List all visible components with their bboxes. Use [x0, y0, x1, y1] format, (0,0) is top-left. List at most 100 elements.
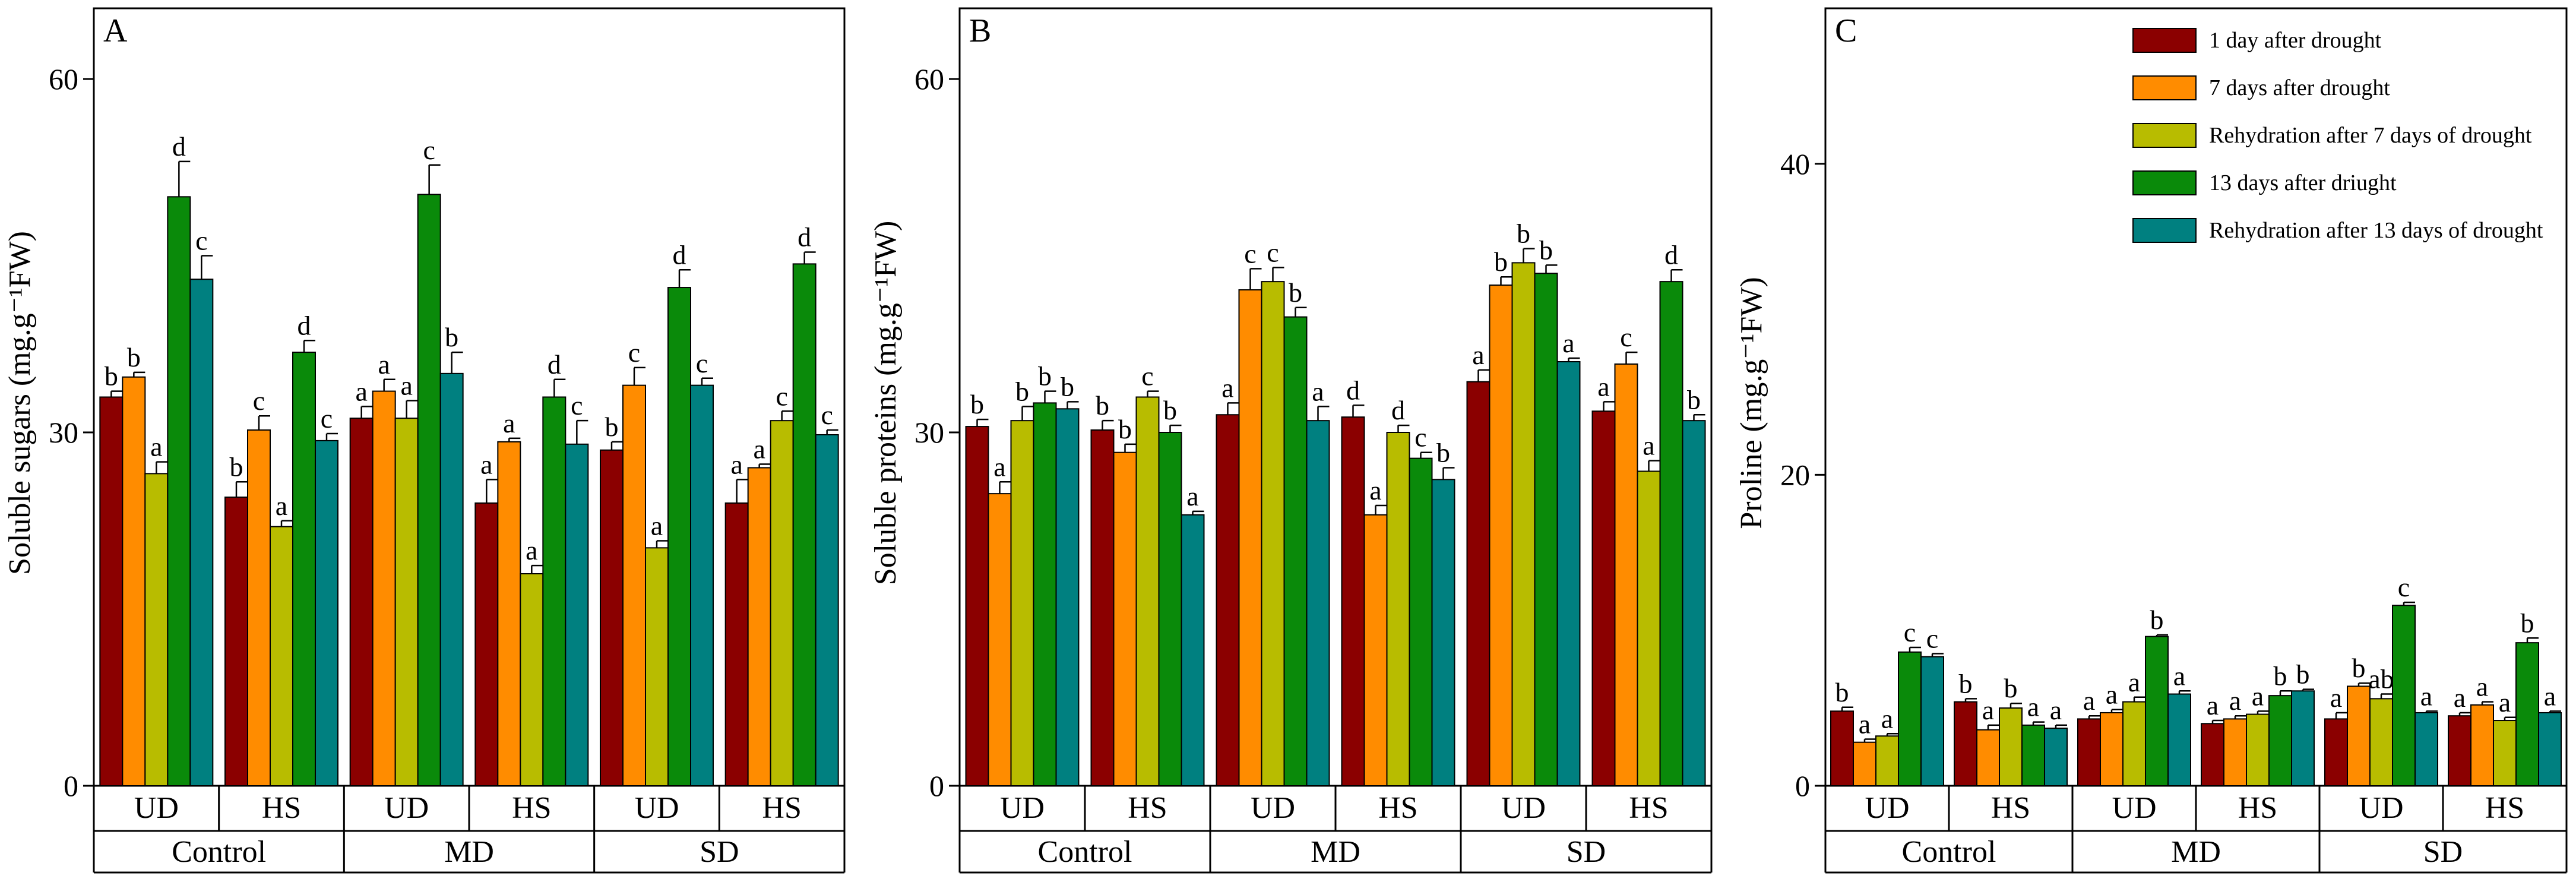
y-tick-label: 20 [1780, 458, 1810, 491]
bar [2538, 712, 2562, 786]
legend-label: 13 days after driught [2209, 170, 2397, 195]
significance-label: a [276, 491, 287, 521]
legend-label: Rehydration after 13 days of drought [2209, 218, 2543, 243]
significance-label: b [1118, 414, 1132, 444]
bar [600, 449, 624, 786]
bar [667, 287, 691, 786]
bar [690, 384, 714, 786]
bar [292, 352, 316, 786]
bar [2021, 724, 2045, 786]
significance-label: c [821, 400, 833, 430]
significance-label: b [127, 342, 141, 372]
significance-label: b [1959, 668, 1973, 698]
bar [2223, 718, 2247, 787]
significance-label: a [2083, 685, 2095, 716]
significance-label: b [1289, 277, 1302, 308]
bar [1976, 729, 2000, 786]
subgroup-label: UD [384, 791, 429, 825]
significance-label: a [2454, 682, 2466, 713]
significance-label: a [753, 434, 765, 464]
y-tick-label: 40 [1780, 147, 1810, 181]
bar [1306, 420, 1330, 786]
significance-label: b [445, 322, 458, 352]
significance-label: a [1881, 703, 1893, 734]
legend-swatch [2132, 28, 2197, 53]
subgroup-label: HS [1378, 791, 1417, 825]
bar [1659, 281, 1683, 786]
bar [2145, 636, 2169, 786]
bar [1055, 408, 1080, 786]
significance-label: a [2330, 682, 2342, 713]
bar [167, 196, 191, 787]
significance-label: b [2150, 605, 2164, 635]
plot-root: A 0 30 60 Soluble sugars (mg.g⁻¹FW) UD HS UD HS U… [3, 7, 2568, 874]
significance-label: b [1836, 677, 1849, 707]
bar [2470, 704, 2494, 787]
subgroup-label: UD [1865, 791, 1909, 825]
significance-label: a [1472, 340, 1484, 370]
treatment-label: MD [444, 835, 494, 869]
significance-label: b [605, 412, 619, 442]
bar [988, 493, 1012, 787]
significance-label: b [1015, 376, 1029, 406]
bar [2448, 715, 2471, 786]
significance-label: c [321, 403, 333, 434]
bar [2369, 698, 2393, 786]
treatment-label: SD [700, 835, 739, 869]
legend: 1 day after drought 7 days after drought R… [2132, 28, 2543, 243]
significance-label: a [400, 370, 412, 400]
bar [1090, 429, 1115, 786]
legend-label: Rehydration after 7 days of drought [2209, 123, 2532, 148]
bar [542, 396, 567, 786]
bar [1875, 735, 1899, 786]
panel-label: A [103, 12, 128, 49]
bar [1010, 420, 1034, 786]
significance-label: c [1414, 422, 1426, 453]
significance-label: a [480, 449, 492, 479]
bar [2414, 712, 2438, 786]
significance-label: b [1163, 395, 1177, 425]
bar [247, 429, 271, 786]
significance-label: d [298, 310, 311, 340]
subgroup-label: HS [2238, 791, 2277, 825]
significance-label: a [1186, 481, 1198, 511]
significance-label: a [503, 408, 515, 438]
bar [1431, 479, 1455, 786]
significance-label: a [2050, 695, 2062, 725]
significance-label: a [993, 451, 1005, 482]
bar [2324, 718, 2348, 787]
bar [474, 502, 499, 786]
treatment-label: Control [172, 835, 266, 869]
subgroup-label: UD [634, 791, 679, 825]
significance-label: c [253, 385, 265, 416]
bar [724, 502, 749, 786]
significance-label: a [1859, 709, 1871, 739]
significance-label: a [2128, 667, 2140, 697]
significance-label: c [1267, 237, 1278, 267]
bar [1534, 273, 1558, 786]
significance-label: b [2352, 653, 2366, 683]
subgroup-label: HS [1128, 791, 1167, 825]
significance-label: d [673, 239, 686, 270]
significance-label: a [1312, 376, 1324, 406]
y-tick-label: 0 [1795, 769, 1810, 802]
bar [270, 526, 293, 787]
panel-label: B [969, 12, 991, 49]
legend-swatch [2132, 75, 2197, 100]
subgroup-label: HS [262, 791, 301, 825]
bar [2347, 685, 2371, 786]
legend-swatch [2132, 123, 2197, 148]
bar [1363, 514, 1388, 786]
treatment-label: MD [1311, 835, 1360, 869]
bar [99, 396, 124, 786]
significance-label: a [526, 535, 537, 565]
bar [1113, 451, 1137, 786]
significance-label: d [1346, 375, 1360, 405]
y-axis-title: Soluble proteins (mg.g⁻¹FW) [869, 221, 903, 586]
significance-label: b [230, 451, 243, 482]
subgroup-label: UD [134, 791, 179, 825]
bar [1033, 402, 1057, 786]
bar [1386, 432, 1410, 786]
y-tick-label: 60 [49, 62, 78, 96]
bar [439, 372, 464, 786]
